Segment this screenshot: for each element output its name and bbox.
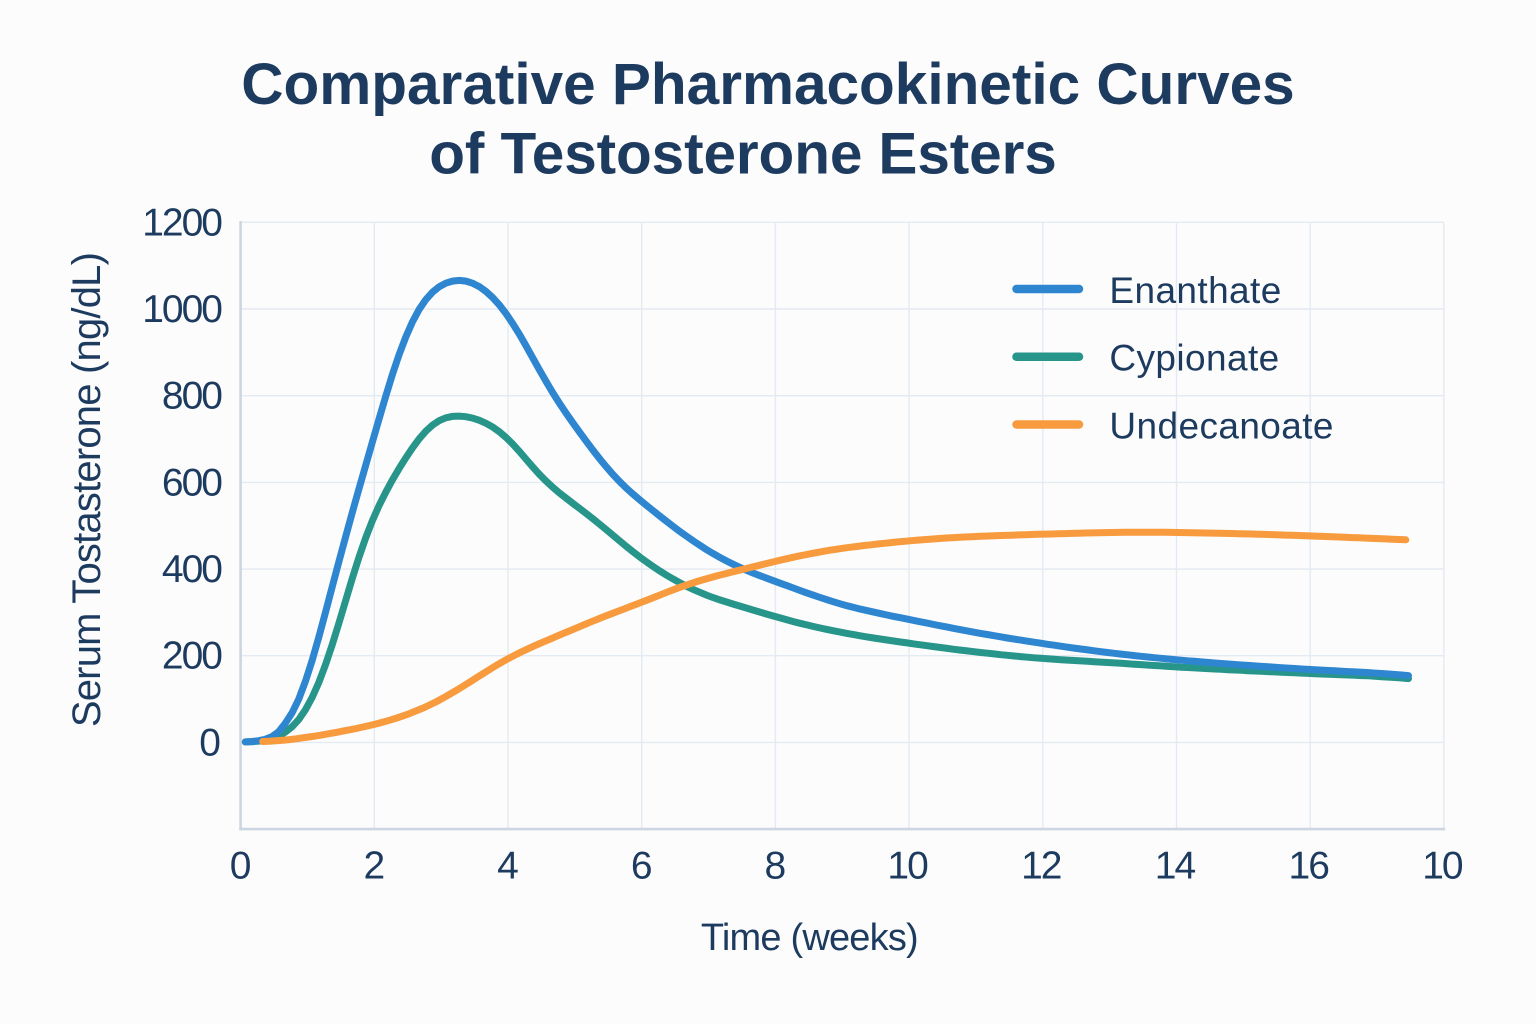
svg-text:12: 12 [1021, 845, 1061, 888]
svg-text:0: 0 [199, 721, 221, 764]
svg-text:Serum Tostasterone (ng/dL): Serum Tostasterone (ng/dL) [65, 253, 109, 727]
svg-text:16: 16 [1289, 845, 1329, 888]
svg-text:of Testosterone Esters: of Testosterone Esters [429, 122, 1056, 187]
svg-text:8: 8 [765, 845, 787, 888]
svg-text:4: 4 [497, 845, 519, 888]
svg-text:600: 600 [162, 461, 222, 504]
svg-text:10: 10 [887, 845, 928, 888]
svg-text:Cypionate: Cypionate [1109, 338, 1279, 379]
svg-text:Time (weeks): Time (weeks) [701, 917, 918, 959]
svg-text:0: 0 [230, 845, 252, 888]
svg-text:10: 10 [1422, 845, 1463, 888]
svg-text:Undecanoate: Undecanoate [1109, 406, 1334, 447]
svg-text:6: 6 [631, 845, 653, 888]
svg-text:200: 200 [162, 635, 222, 678]
svg-text:Comparative Pharmacokinetic Cu: Comparative Pharmacokinetic Curves [241, 52, 1294, 117]
svg-text:1200: 1200 [142, 201, 222, 244]
svg-text:1000: 1000 [142, 288, 222, 331]
svg-text:800: 800 [162, 375, 222, 418]
svg-text:400: 400 [162, 548, 222, 591]
svg-text:Enanthate: Enanthate [1109, 270, 1281, 311]
svg-text:14: 14 [1155, 845, 1196, 888]
svg-text:2: 2 [363, 845, 385, 888]
